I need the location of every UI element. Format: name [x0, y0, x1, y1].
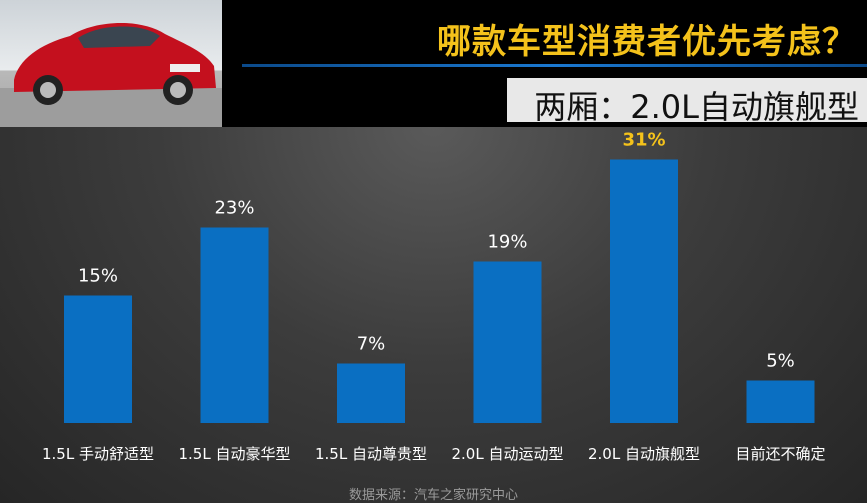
bar-chart: 15% 1.5L 手动舒适型 23% 1.5L 自动豪华型 7% 1.5L 自动尊贵型 19… [42, 130, 826, 464]
page-subtitle: 两厢：2.0L自动旗舰型 [534, 88, 859, 126]
car-icon [0, 22, 222, 127]
bar-2 [200, 227, 269, 423]
subtitle-bar: 两厢：2.0L自动旗舰型 [507, 78, 867, 126]
data-label-4: 19% [487, 232, 527, 253]
bar-4 [473, 261, 542, 423]
bar-3 [337, 363, 405, 423]
category-label-2: 1.5L 自动豪华型 [179, 445, 291, 463]
data-label-1: 15% [78, 266, 118, 287]
category-label-3: 1.5L 自动尊贵型 [315, 445, 427, 463]
car-photo [0, 0, 222, 127]
data-label-2: 23% [214, 198, 254, 219]
category-label-5: 2.0L 自动旗舰型 [588, 445, 700, 463]
header-panel: 哪款车型消费者优先考虑？ 两厢：2.0L自动旗舰型 [222, 0, 867, 127]
category-label-1: 1.5L 手动舒适型 [42, 445, 154, 463]
data-label-5: 31% [622, 130, 665, 151]
header-divider [242, 64, 867, 67]
data-label-3: 7% [357, 334, 386, 355]
data-label-6: 5% [766, 351, 795, 372]
bar-6 [746, 380, 815, 423]
page-title: 哪款车型消费者优先考虑？ [437, 22, 857, 62]
category-label-4: 2.0L 自动运动型 [452, 445, 564, 463]
bar-1 [64, 295, 132, 423]
category-label-6: 目前还不确定 [735, 445, 825, 463]
bar-5 [610, 159, 678, 423]
data-source: 数据来源：汽车之家研究中心 [348, 488, 518, 503]
